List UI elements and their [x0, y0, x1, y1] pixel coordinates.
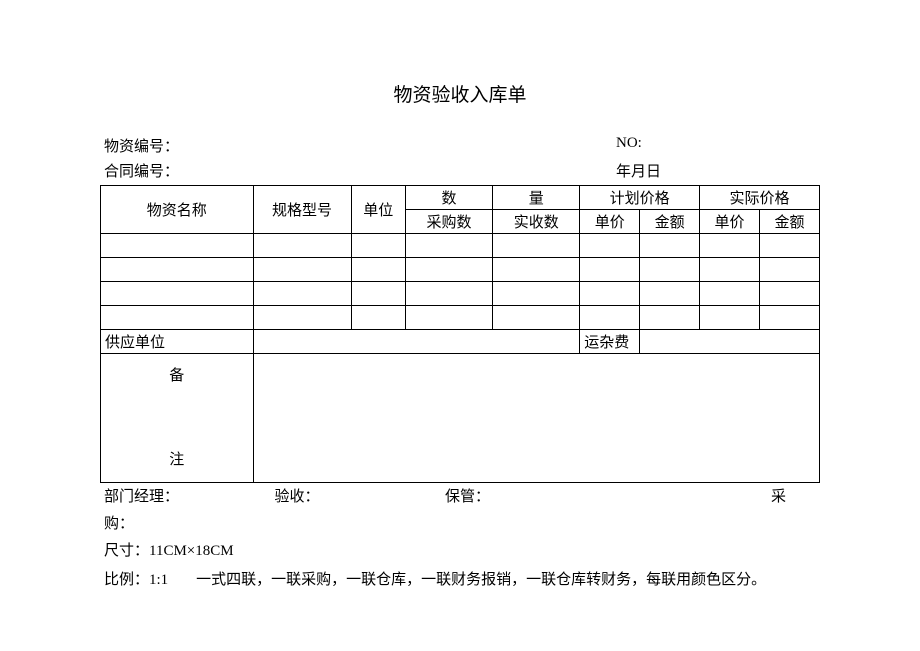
col-spec: 规格型号 — [253, 186, 351, 234]
meta-row-2: 合同编号： 年月日 — [100, 160, 820, 181]
col-name: 物资名称 — [101, 186, 254, 234]
col-received-qty: 实收数 — [493, 210, 580, 234]
size-line: 尺寸：11CM×18CM — [100, 537, 820, 562]
freight-value — [640, 330, 820, 354]
remark-row: 备 注 — [101, 354, 820, 483]
col-plan-unit-price: 单价 — [580, 210, 640, 234]
col-unit: 单位 — [351, 186, 405, 234]
signature-row: 部门经理： 验收： 保管： 采 — [100, 483, 820, 508]
sign-purchase-1: 采 — [616, 485, 817, 506]
no-label: NO: — [616, 135, 816, 156]
data-row — [101, 306, 820, 330]
data-row — [101, 234, 820, 258]
material-no-label: 物资编号： — [104, 135, 616, 156]
supply-unit-label: 供应单位 — [101, 330, 254, 354]
ratio-line: 比例：1:1一式四联，一联采购，一联仓库，一联财务报销，一联仓库转财务，每联用颜… — [100, 566, 820, 591]
page-title: 物资验收入库单 — [100, 80, 820, 107]
col-qty-liang: 量 — [493, 186, 580, 210]
meta-row-1: 物资编号： NO: — [100, 135, 820, 156]
col-purchase-qty: 采购数 — [405, 210, 492, 234]
supply-unit-value — [253, 330, 580, 354]
sign-keeper: 保管： — [445, 485, 616, 506]
sign-manager: 部门经理： — [104, 485, 275, 506]
remark-label: 备 注 — [101, 354, 254, 483]
col-qty-shu: 数 — [405, 186, 492, 210]
col-actual-amount: 金额 — [760, 210, 820, 234]
col-plan-amount: 金额 — [640, 210, 700, 234]
data-row — [101, 282, 820, 306]
supply-row: 供应单位 运杂费 — [101, 330, 820, 354]
sign-check: 验收： — [275, 485, 446, 506]
col-plan-price: 计划价格 — [580, 186, 700, 210]
main-table: 物资名称 规格型号 单位 数 量 计划价格 实际价格 采购数 实收数 单价 金额… — [100, 185, 820, 483]
header-row-1: 物资名称 规格型号 单位 数 量 计划价格 实际价格 — [101, 186, 820, 210]
data-row — [101, 258, 820, 282]
col-actual-unit-price: 单价 — [700, 210, 760, 234]
freight-label: 运杂费 — [580, 330, 640, 354]
col-actual-price: 实际价格 — [700, 186, 820, 210]
remark-value — [253, 354, 820, 483]
sign-purchase-2: 购： — [100, 510, 820, 535]
date-label: 年月日 — [616, 160, 816, 181]
contract-no-label: 合同编号： — [104, 160, 616, 181]
